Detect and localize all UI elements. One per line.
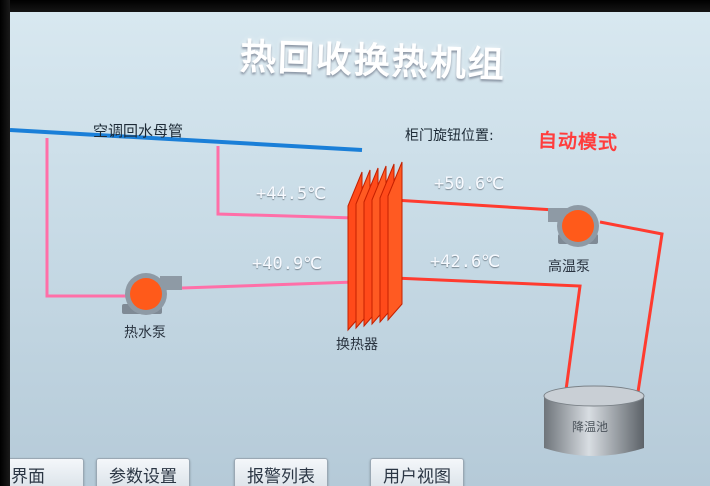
main-return-pipe-label: 空调回水母管 <box>93 122 184 140</box>
nav-alarm-list-button[interactable]: 报警列表 <box>234 458 328 486</box>
tank-label: 降温池 <box>572 420 609 434</box>
nav-user-view-button[interactable]: 用户视图 <box>370 458 464 486</box>
red-pipe-top <box>393 198 556 212</box>
reading-hx-in-top: +44.5℃ <box>256 184 327 204</box>
heat-exchanger-icon <box>347 161 403 332</box>
reading-hx-out-top: +50.6℃ <box>434 174 505 194</box>
control-mode-value: 自动模式 <box>537 129 619 155</box>
nav-parameter-settings-button[interactable]: 参数设置 <box>96 458 190 486</box>
main-return-pipe <box>10 128 363 152</box>
high-temp-pump-icon <box>548 205 599 247</box>
hmi-screen: 热回收换热机组 空调回水母管 柜门旋钮位置: 自动模式 +44.5℃ +40.9… <box>10 12 710 486</box>
cabinet-knob-label: 柜门旋钮位置: <box>405 128 494 144</box>
heat-exchanger-label: 换热器 <box>336 337 378 353</box>
nav-main-screen-button[interactable]: 界面 <box>10 458 84 486</box>
reading-hx-out-bottom: +42.6℃ <box>430 252 501 272</box>
pink-pipe-top-hx <box>216 146 356 220</box>
hot-water-pump-icon <box>122 273 182 315</box>
reading-hx-in-bottom: +40.9℃ <box>252 254 323 274</box>
red-pipe-right <box>599 220 664 393</box>
red-pipe-bottom <box>393 276 582 391</box>
pink-pipe-left <box>45 138 128 298</box>
cooling-tank-icon <box>543 385 645 456</box>
pink-pipe-to-hx <box>181 280 356 290</box>
high-temp-pump-label: 高温泵 <box>548 259 590 275</box>
hot-water-pump-label: 热水泵 <box>124 325 166 341</box>
process-diagram <box>10 128 664 456</box>
page-title: 热回收换热机组 <box>239 35 507 87</box>
